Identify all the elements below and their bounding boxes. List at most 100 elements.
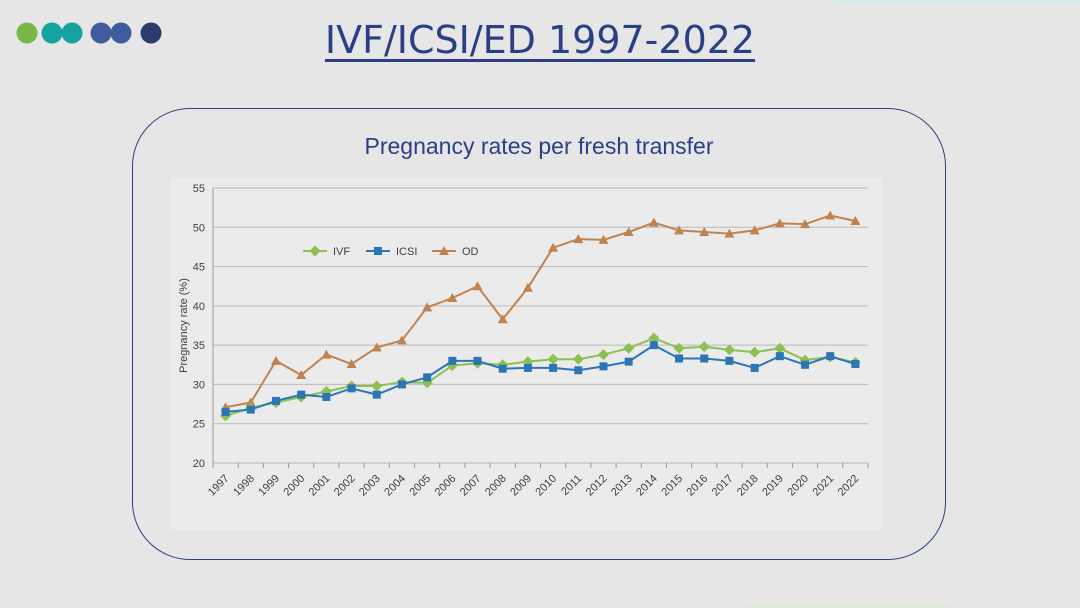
x-tick-label: 2017 bbox=[710, 473, 736, 499]
x-tick-label: 2007 bbox=[458, 473, 484, 499]
dot-1 bbox=[41, 22, 63, 44]
data-point-icsi bbox=[473, 356, 482, 365]
data-point-icsi bbox=[549, 363, 558, 372]
legend-marker-icsi bbox=[374, 247, 382, 255]
accent-line-bottom bbox=[745, 606, 955, 608]
data-point-od bbox=[699, 227, 710, 236]
dot-4 bbox=[110, 22, 132, 44]
dot-2 bbox=[61, 22, 83, 44]
data-point-icsi bbox=[347, 384, 356, 393]
data-point-icsi bbox=[498, 364, 507, 373]
legend-marker-od bbox=[439, 246, 449, 255]
y-tick-label: 55 bbox=[193, 183, 205, 195]
data-point-od bbox=[296, 370, 307, 379]
series-ivf bbox=[220, 332, 861, 422]
data-point-od bbox=[472, 281, 483, 291]
data-point-ivf bbox=[597, 349, 609, 361]
x-tick-label: 2008 bbox=[483, 473, 509, 499]
data-point-od bbox=[321, 349, 332, 359]
y-tick-label: 45 bbox=[193, 262, 205, 274]
y-tick-label: 40 bbox=[193, 301, 205, 313]
data-point-od bbox=[422, 302, 433, 312]
x-tick-label: 2020 bbox=[785, 473, 811, 499]
x-tick-label: 2012 bbox=[584, 473, 610, 499]
x-tick-label: 1997 bbox=[206, 473, 232, 499]
chart-plot-background bbox=[170, 178, 882, 530]
data-point-icsi bbox=[725, 356, 734, 365]
data-point-od bbox=[724, 228, 735, 238]
dot-3 bbox=[90, 22, 112, 44]
x-tick-label: 2011 bbox=[559, 473, 584, 498]
legend-item-od: OD bbox=[432, 246, 479, 258]
data-point-icsi bbox=[297, 390, 306, 399]
y-tick-label: 20 bbox=[193, 458, 205, 470]
x-tick-label: 2014 bbox=[634, 473, 660, 499]
data-point-od bbox=[623, 227, 634, 236]
data-point-od bbox=[825, 210, 836, 220]
data-point-ivf bbox=[673, 342, 685, 354]
data-point-icsi bbox=[750, 363, 759, 372]
legend-label-icsi: ICSI bbox=[396, 246, 417, 258]
x-tick-label: 2006 bbox=[433, 473, 459, 499]
data-point-icsi bbox=[851, 360, 860, 368]
y-axis-label: Pregnancy rate (%) bbox=[178, 278, 190, 373]
legend-label-od: OD bbox=[462, 246, 479, 258]
data-point-icsi bbox=[322, 393, 331, 401]
legend-item-icsi: ICSI bbox=[366, 246, 417, 258]
data-point-icsi bbox=[801, 360, 810, 369]
x-tick-label: 2010 bbox=[533, 473, 559, 499]
y-tick-label: 25 bbox=[193, 419, 205, 431]
data-point-od bbox=[522, 282, 533, 292]
data-point-icsi bbox=[448, 356, 457, 365]
x-tick-label: 2005 bbox=[407, 473, 433, 499]
data-point-icsi bbox=[423, 373, 432, 382]
y-tick-label: 35 bbox=[193, 340, 205, 352]
slide-title: IVF/ICSI/ED 1997-2022 bbox=[324, 18, 756, 62]
x-tick-label: 2000 bbox=[281, 473, 307, 499]
data-point-ivf bbox=[774, 342, 786, 354]
series-od bbox=[220, 210, 861, 412]
x-tick-label: 2009 bbox=[508, 473, 534, 499]
x-tick-label: 2018 bbox=[735, 473, 761, 499]
x-tick-label: 2019 bbox=[760, 473, 786, 499]
data-point-ivf bbox=[547, 353, 559, 365]
series-line-od bbox=[225, 214, 856, 409]
data-point-od bbox=[371, 342, 382, 352]
x-tick-label: 2022 bbox=[836, 473, 862, 499]
data-point-ivf bbox=[723, 344, 735, 356]
legend-item-ivf: IVF bbox=[303, 245, 350, 258]
data-point-icsi bbox=[523, 363, 532, 372]
x-tick-label: 1998 bbox=[231, 473, 257, 499]
data-point-icsi bbox=[271, 396, 280, 405]
data-point-icsi bbox=[599, 362, 608, 371]
x-tick-label: 2013 bbox=[609, 473, 635, 499]
x-tick-label: 2016 bbox=[685, 473, 711, 499]
data-point-ivf bbox=[572, 353, 584, 365]
series-line-icsi bbox=[225, 343, 856, 413]
data-point-od bbox=[850, 216, 861, 225]
x-tick-label: 2002 bbox=[332, 473, 358, 499]
data-point-icsi bbox=[221, 407, 230, 416]
series-icsi bbox=[221, 341, 860, 416]
y-tick-label: 30 bbox=[193, 379, 205, 391]
data-point-od bbox=[497, 314, 508, 324]
data-point-od bbox=[648, 217, 659, 227]
y-tick-label: 50 bbox=[193, 222, 205, 234]
x-tick-label: 1999 bbox=[256, 473, 282, 499]
data-point-od bbox=[749, 225, 760, 235]
dot-0 bbox=[16, 22, 38, 44]
accent-line-top bbox=[835, 0, 1080, 2]
data-point-od bbox=[774, 218, 785, 228]
series-line-ivf bbox=[225, 336, 856, 417]
chart-frame bbox=[132, 108, 946, 560]
data-point-ivf bbox=[749, 346, 761, 358]
data-point-icsi bbox=[675, 354, 684, 363]
data-point-od bbox=[447, 293, 458, 302]
data-point-icsi bbox=[624, 357, 633, 366]
x-tick-label: 2001 bbox=[307, 473, 333, 499]
x-tick-label: 2021 bbox=[811, 473, 837, 499]
data-point-od bbox=[674, 225, 685, 235]
data-point-icsi bbox=[397, 380, 406, 389]
chart-title: Pregnancy rates per fresh transfer bbox=[364, 133, 714, 159]
